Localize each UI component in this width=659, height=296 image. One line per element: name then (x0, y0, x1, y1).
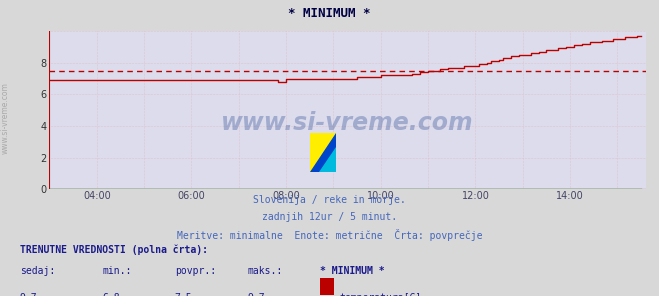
Text: 9,7: 9,7 (247, 293, 265, 296)
Text: sedaj:: sedaj: (20, 266, 55, 276)
Text: TRENUTNE VREDNOSTI (polna črta):: TRENUTNE VREDNOSTI (polna črta): (20, 244, 208, 255)
Text: Slovenija / reke in morje.: Slovenija / reke in morje. (253, 195, 406, 205)
Text: 9,7: 9,7 (20, 293, 38, 296)
Polygon shape (310, 133, 336, 172)
Text: * MINIMUM *: * MINIMUM * (320, 266, 384, 276)
Text: Meritve: minimalne  Enote: metrične  Črta: povprečje: Meritve: minimalne Enote: metrične Črta:… (177, 229, 482, 241)
Polygon shape (310, 133, 336, 172)
Text: www.si-vreme.com: www.si-vreme.com (221, 111, 474, 135)
Polygon shape (319, 147, 336, 172)
Text: zadnjih 12ur / 5 minut.: zadnjih 12ur / 5 minut. (262, 212, 397, 222)
Text: www.si-vreme.com: www.si-vreme.com (1, 83, 10, 154)
Text: 7,5: 7,5 (175, 293, 192, 296)
Text: * MINIMUM *: * MINIMUM * (288, 7, 371, 20)
Text: min.:: min.: (102, 266, 132, 276)
Text: 6,8: 6,8 (102, 293, 120, 296)
Text: maks.:: maks.: (247, 266, 282, 276)
Text: povpr.:: povpr.: (175, 266, 215, 276)
Text: temperatura[C]: temperatura[C] (339, 293, 422, 296)
